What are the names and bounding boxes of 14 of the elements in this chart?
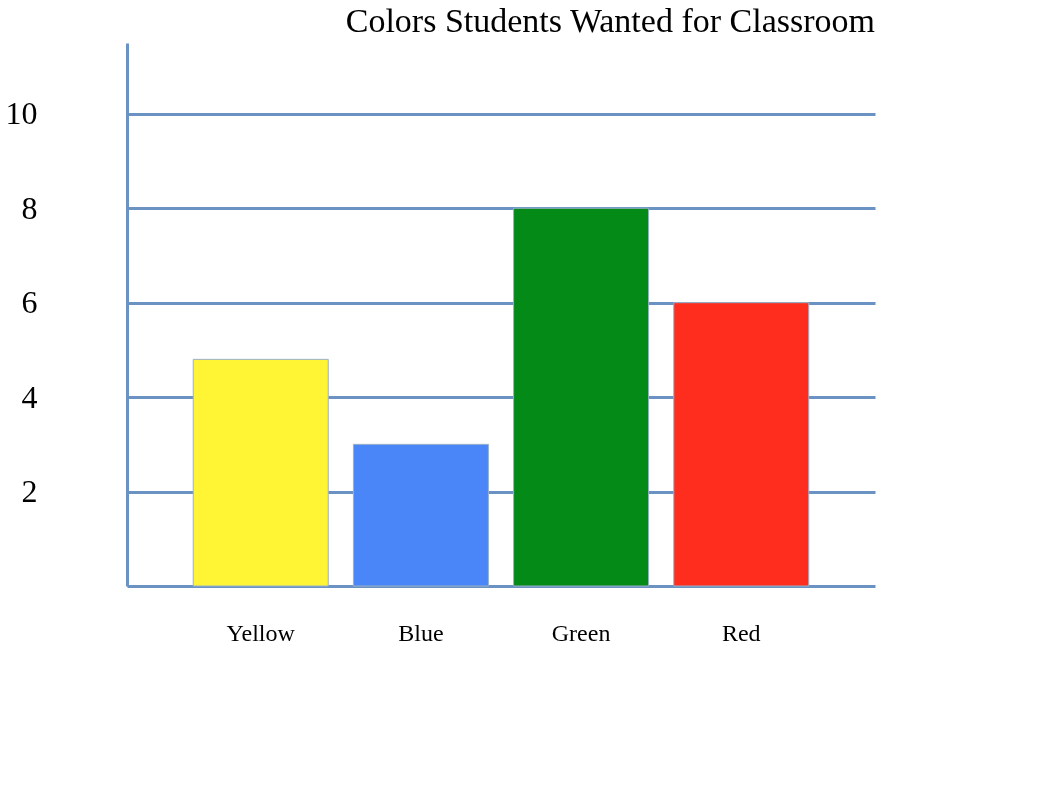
y-tick-label: 2	[21, 473, 38, 510]
y-tick-label: 4	[21, 378, 38, 415]
x-tick-label: Green	[551, 619, 611, 646]
y-tick-label: 10	[5, 95, 38, 132]
bar	[513, 207, 650, 587]
bar	[673, 302, 810, 587]
x-tick-label: Yellow	[226, 619, 296, 646]
bar	[352, 443, 489, 587]
y-tick-label: 8	[21, 189, 38, 226]
x-tick-label: Blue	[398, 619, 444, 646]
y-tick-label: 6	[21, 284, 38, 321]
bar	[192, 358, 329, 587]
x-tick-label: Red	[721, 619, 761, 646]
chart-title: Colors Students Wanted for Classroom	[345, 2, 875, 39]
